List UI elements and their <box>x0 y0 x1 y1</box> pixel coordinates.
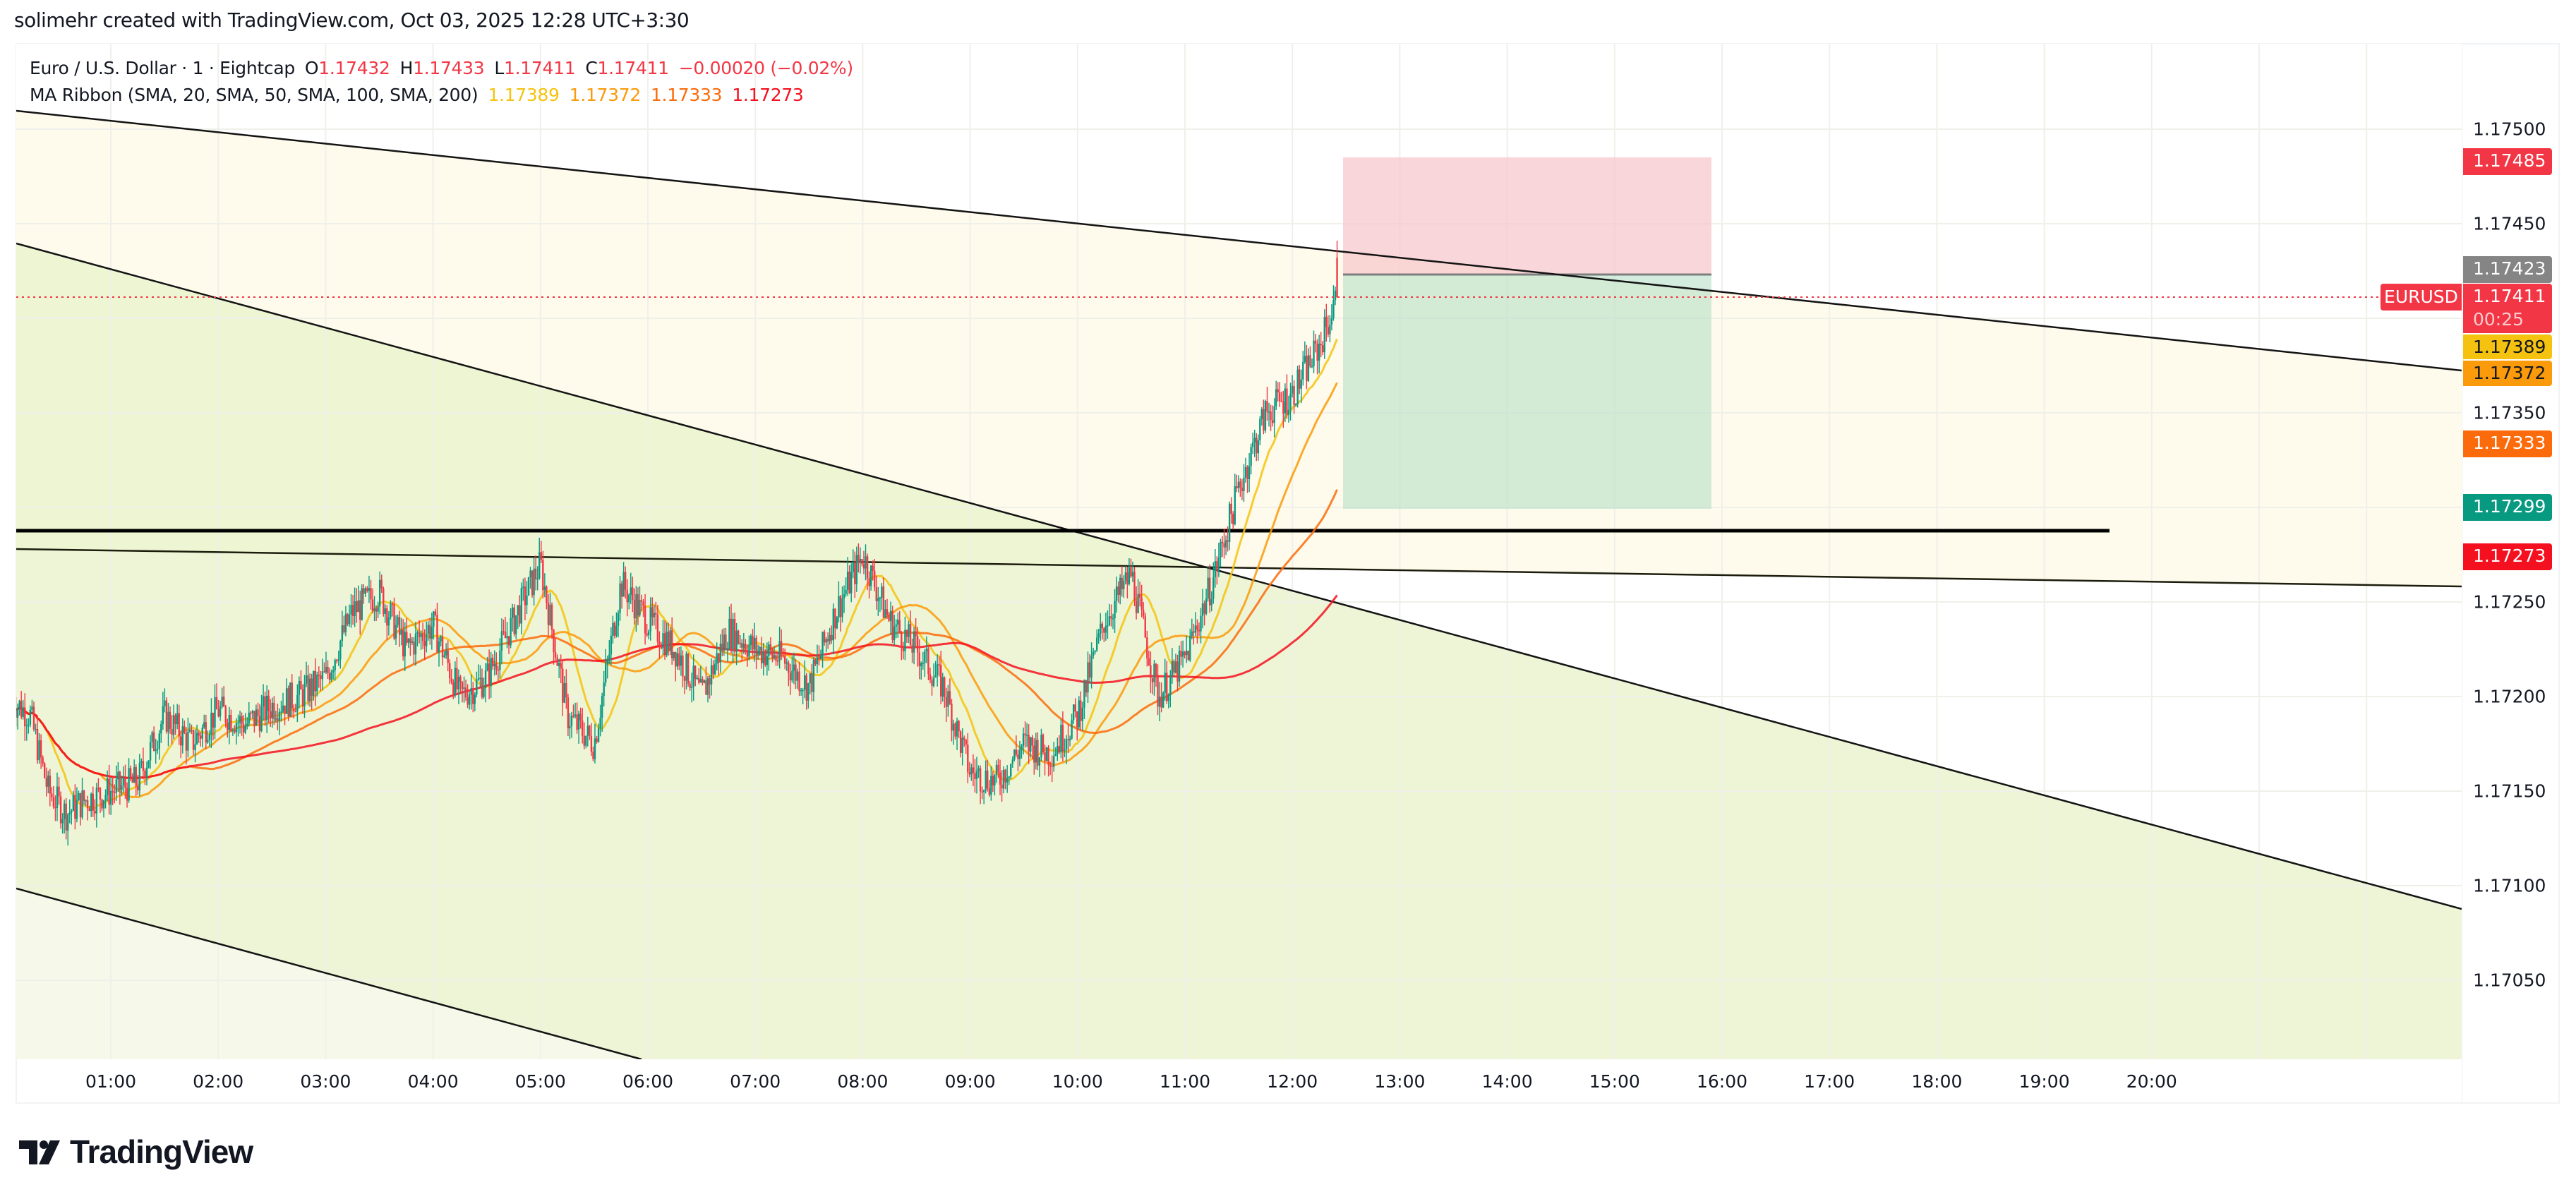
indicator-row: MA Ribbon (SMA, 20, SMA, 50, SMA, 100, S… <box>30 82 853 109</box>
time-tick: 06:00 <box>622 1071 674 1092</box>
low-value: 1.17411 <box>504 58 576 78</box>
chart-legend: Euro / U.S. Dollar · 1 · Eightcap O 1.174… <box>30 55 853 109</box>
low-label: L <box>494 58 505 78</box>
price-tick: 1.17250 <box>2473 591 2546 613</box>
time-tick: 08:00 <box>837 1071 889 1092</box>
open-label: O <box>304 58 319 78</box>
time-tick: 03:00 <box>300 1071 351 1092</box>
price-badge-label: 1.17411 <box>2473 286 2546 306</box>
time-tick: 19:00 <box>2018 1071 2070 1092</box>
time-tick: 09:00 <box>944 1071 996 1092</box>
price-badge-label: 1.17273 <box>2473 546 2546 566</box>
price-tick: 1.17350 <box>2473 402 2546 423</box>
price-badge: 1.17372 <box>2463 361 2552 386</box>
price-badge-label: 1.17372 <box>2473 363 2546 383</box>
price-tick: 1.17500 <box>2473 119 2546 140</box>
price-badge: 1.17299 <box>2463 494 2552 521</box>
ma20-value: 1.17389 <box>488 85 560 105</box>
time-tick: 01:00 <box>85 1071 137 1092</box>
price-badge: 1.17423 <box>2463 256 2552 283</box>
price-badge: 1.17389 <box>2463 335 2552 359</box>
time-tick: 07:00 <box>730 1071 781 1092</box>
price-tick: 1.17050 <box>2473 970 2546 991</box>
time-tick: 13:00 <box>1374 1071 1426 1092</box>
high-label: H <box>399 58 414 78</box>
change-value: −0.00020 (−0.02%) <box>678 58 853 78</box>
price-badge: 1.17411 00:25 <box>2463 284 2552 333</box>
ma200-value: 1.17273 <box>732 85 804 105</box>
candlesticks <box>16 241 1338 846</box>
price-badge-label: 1.17299 <box>2473 496 2546 517</box>
tradingview-logo[interactable]: TradingView <box>19 1133 253 1171</box>
stop-loss-zone[interactable] <box>1343 157 1711 275</box>
time-tick: 05:00 <box>514 1071 566 1092</box>
price-tick: 1.17200 <box>2473 686 2546 707</box>
price-tick: 1.17450 <box>2473 213 2546 234</box>
tradingview-logo-icon <box>19 1140 60 1164</box>
symbol-title[interactable]: Euro / U.S. Dollar · 1 · Eightcap <box>30 58 295 78</box>
price-badge-label: 1.17333 <box>2473 433 2546 453</box>
price-badge-label: 1.17485 <box>2473 150 2546 171</box>
price-badge: 1.17273 <box>2463 543 2552 570</box>
time-tick: 11:00 <box>1159 1071 1211 1092</box>
middle-trendline[interactable] <box>16 548 2462 588</box>
ma-line-200 <box>16 594 1338 779</box>
time-tick: 12:00 <box>1267 1071 1318 1092</box>
ma50-value: 1.17372 <box>569 85 642 105</box>
take-profit-zone[interactable] <box>1343 275 1711 509</box>
tradingview-logo-text: TradingView <box>70 1133 253 1170</box>
time-tick: 10:00 <box>1052 1071 1103 1092</box>
open-value: 1.17432 <box>318 58 390 78</box>
close-label: C <box>585 58 598 78</box>
price-badge-label: 1.17389 <box>2473 337 2546 357</box>
high-value: 1.17433 <box>413 58 485 78</box>
time-tick: 16:00 <box>1696 1071 1748 1092</box>
time-tick: 18:00 <box>1911 1071 1963 1092</box>
time-tick: 14:00 <box>1481 1071 1533 1092</box>
indicator-title[interactable]: MA Ribbon (SMA, 20, SMA, 50, SMA, 100, S… <box>30 85 479 105</box>
upper-trendline[interactable] <box>16 109 2462 372</box>
price-badge-label: 1.17423 <box>2473 258 2546 279</box>
time-tick: 17:00 <box>1804 1071 1855 1092</box>
price-badge: 1.17485 <box>2463 148 2552 175</box>
chart-caption: solimehr created with TradingView.com, O… <box>14 8 690 32</box>
price-badge: 1.17333 <box>2463 430 2552 457</box>
ma100-value: 1.17333 <box>650 85 723 105</box>
bar-countdown: 00:25 <box>2473 309 2524 330</box>
close-value: 1.17411 <box>597 58 669 78</box>
channel-b-fill <box>16 243 2462 1059</box>
time-tick: 04:00 <box>407 1071 459 1092</box>
steep-trendline[interactable] <box>16 242 2462 910</box>
ma-line-20 <box>16 338 1338 810</box>
time-tick: 02:00 <box>193 1071 244 1092</box>
lower-trendline[interactable] <box>16 887 642 1059</box>
price-tick: 1.17150 <box>2473 781 2546 802</box>
symbol-row: Euro / U.S. Dollar · 1 · Eightcap O 1.174… <box>30 55 853 82</box>
price-tick: 1.17100 <box>2473 875 2546 896</box>
symbol-price-badge: EURUSD <box>2381 284 2462 311</box>
time-tick: 15:00 <box>1589 1071 1640 1092</box>
time-tick: 20:00 <box>2126 1071 2177 1092</box>
